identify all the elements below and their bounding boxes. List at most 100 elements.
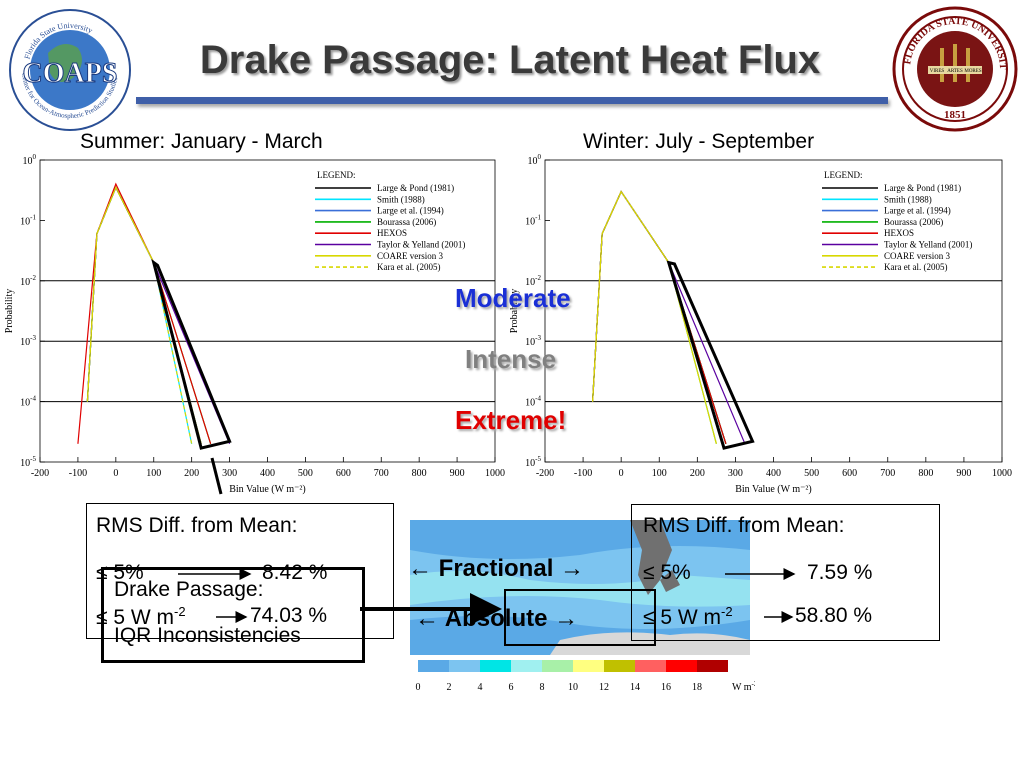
summer-x-tick-label: -100 <box>69 468 87 479</box>
level-moderate: Moderate <box>455 283 571 313</box>
latent-heat-map: 0 2 4 6 8 10 12 14 16 18 W m-2 <box>410 520 755 693</box>
summer-legend-entry-1: Large & Pond (1981) <box>377 183 454 193</box>
summer-abs-value: 74.03 % <box>250 604 328 627</box>
summer-x-tick-label: 300 <box>222 468 237 479</box>
colorbar-tick-label: 4 <box>478 682 483 693</box>
colorbar-tick-label: 10 <box>568 682 578 693</box>
summer-legend-title: LEGEND: <box>317 170 356 180</box>
summer-x-axis-label: Bin Value (W m⁻²) <box>229 484 306 495</box>
winter-header: RMS Diff. from Mean: <box>643 514 845 537</box>
winter-title: Winter: July - September <box>583 130 815 153</box>
overlay-line1: Drake Passage: <box>114 578 264 601</box>
summer-y-tick-label: 10-3 <box>20 334 36 348</box>
summer-x-tick-label: 600 <box>336 468 351 479</box>
seal-year: 1851 <box>944 109 966 121</box>
winter-x-tick-label: 300 <box>728 468 743 479</box>
level-intense: Intense <box>465 344 557 374</box>
seal-motto-3: MORES <box>964 69 981 74</box>
summer-legend-entry-7: COARE version 3 <box>377 251 443 261</box>
winter-stats-box <box>631 504 940 641</box>
slide-title: Drake Passage: Latent Heat Flux <box>199 38 821 82</box>
winter-x-tick-label: 900 <box>956 468 971 479</box>
summer-x-tick-label: 800 <box>412 468 427 479</box>
summer-tail-wedge <box>151 258 232 450</box>
winter-x-tick-label: -100 <box>574 468 592 479</box>
winter-legend-entry-7: COARE version 3 <box>884 251 950 261</box>
summer-legend-entry-5: HEXOS <box>377 228 407 238</box>
winter-x-tick-label: 200 <box>690 468 705 479</box>
summer-frac-value: 8.42 % <box>262 561 328 584</box>
summer-legend-entry-6: Taylor & Yelland (2001) <box>377 240 465 250</box>
winter-x-tick-label: 500 <box>804 468 819 479</box>
winter-x-tick-label: -200 <box>536 468 554 479</box>
winter-y-tick-label: 100 <box>528 153 542 167</box>
summer-y-tick-label: 10-1 <box>20 213 36 227</box>
colorbar-tick-label: 0 <box>416 682 421 693</box>
winter-legend-entry-2: Smith (1988) <box>884 194 932 204</box>
winter-frac-label: ≤ 5% <box>643 561 691 584</box>
winter-y-tick-label: 10-4 <box>525 395 541 409</box>
summer-abs-label: ≤ 5 W m-2 <box>96 604 186 629</box>
winter-tail-wedge <box>666 260 755 450</box>
fsu-seal: FLORIDA STATE UNIVERSITY VIRES ARTES MOR… <box>892 6 1018 132</box>
colorbar-swatch-7 <box>604 660 635 672</box>
colorbar-tick-label: 12 <box>599 682 609 693</box>
summer-legend-entry-3: Large et al. (1994) <box>377 206 444 216</box>
summer-x-tick-label: -200 <box>31 468 49 479</box>
summer-series-line-5 <box>77 182 212 444</box>
level-extreme: Extreme! <box>455 405 567 435</box>
summer-x-tick-label: 200 <box>184 468 199 479</box>
winter-y-tick-label: 10-3 <box>525 334 541 348</box>
summer-header: RMS Diff. from Mean: <box>96 514 298 537</box>
colorbar-tick-label: 2 <box>447 682 452 693</box>
summer-plot-frame <box>39 159 496 463</box>
colorbar-tick-label: 8 <box>540 682 545 693</box>
winter-x-tick-label: 0 <box>619 468 624 479</box>
winter-plot-frame <box>544 159 1003 463</box>
winter-legend-entry-1: Large & Pond (1981) <box>884 183 961 193</box>
winter-x-tick-label: 100 <box>652 468 667 479</box>
summer-legend-entry-8: Kara et al. (2005) <box>377 262 440 272</box>
iqr-overlay-box <box>101 567 365 663</box>
winter-y-tick-label: 10-5 <box>525 455 541 469</box>
winter-x-tick-label: 800 <box>918 468 933 479</box>
winter-x-axis-label: Bin Value (W m⁻²) <box>735 484 812 495</box>
winter-series-line-8 <box>592 190 717 444</box>
colorbar-swatch-2 <box>449 660 480 672</box>
logo-coaps-text: COAPS <box>23 58 118 89</box>
summer-y-tick-label: 10-2 <box>20 274 36 288</box>
summer-x-tick-label: 100 <box>146 468 161 479</box>
colorbar-swatch-6 <box>573 660 604 672</box>
winter-chart: 100 10-1 10-2 10-3 10-4 10-5-200 -100 0 100 200 30… <box>509 153 1012 495</box>
summer-x-tick-label: 0 <box>113 468 118 479</box>
summer-frac-label: ≤ 5% <box>96 561 144 584</box>
absolute-label: ← Absolute → <box>415 605 579 632</box>
winter-legend-entry-5: HEXOS <box>884 228 914 238</box>
colorbar-tick-label: 18 <box>692 682 702 693</box>
summer-x-tick-label: 500 <box>298 468 313 479</box>
winter-x-tick-label: 1000 <box>992 468 1012 479</box>
winter-legend-title: LEGEND: <box>824 170 863 180</box>
colorbar-tick-label: 14 <box>630 682 640 693</box>
summer-x-tick-label: 1000 <box>485 468 505 479</box>
overlay-line2: IQR Inconsistencies <box>114 624 301 647</box>
winter-frac-value: 7.59 % <box>807 561 873 584</box>
winter-legend-entry-8: Kara et al. (2005) <box>884 262 947 272</box>
summer-legend-entry-4: Bourassa (2006) <box>377 217 436 227</box>
colorbar-unit: W m-2 <box>732 680 755 693</box>
winter-x-tick-label: 600 <box>842 468 857 479</box>
summer-title: Summer: January - March <box>80 130 323 153</box>
colorbar-swatch-8 <box>635 660 666 672</box>
colorbar-swatch-10 <box>697 660 728 672</box>
winter-x-tick-label: 400 <box>766 468 781 479</box>
winter-legend-entry-4: Bourassa (2006) <box>884 217 943 227</box>
title-underline <box>136 97 888 104</box>
fractional-label: ← Fractional → <box>408 555 585 582</box>
seal-motto-2: ARTES <box>947 69 963 74</box>
coaps-logo: Florida State University Center for Ocea… <box>9 9 131 131</box>
winter-y-tick-label: 10-2 <box>525 274 541 288</box>
summer-x-tick-label: 700 <box>374 468 389 479</box>
summer-y-tick-label: 10-5 <box>20 455 36 469</box>
summer-x-tick-label: 900 <box>450 468 465 479</box>
winter-abs-label: ≤ 5 W m-2 <box>643 604 733 629</box>
